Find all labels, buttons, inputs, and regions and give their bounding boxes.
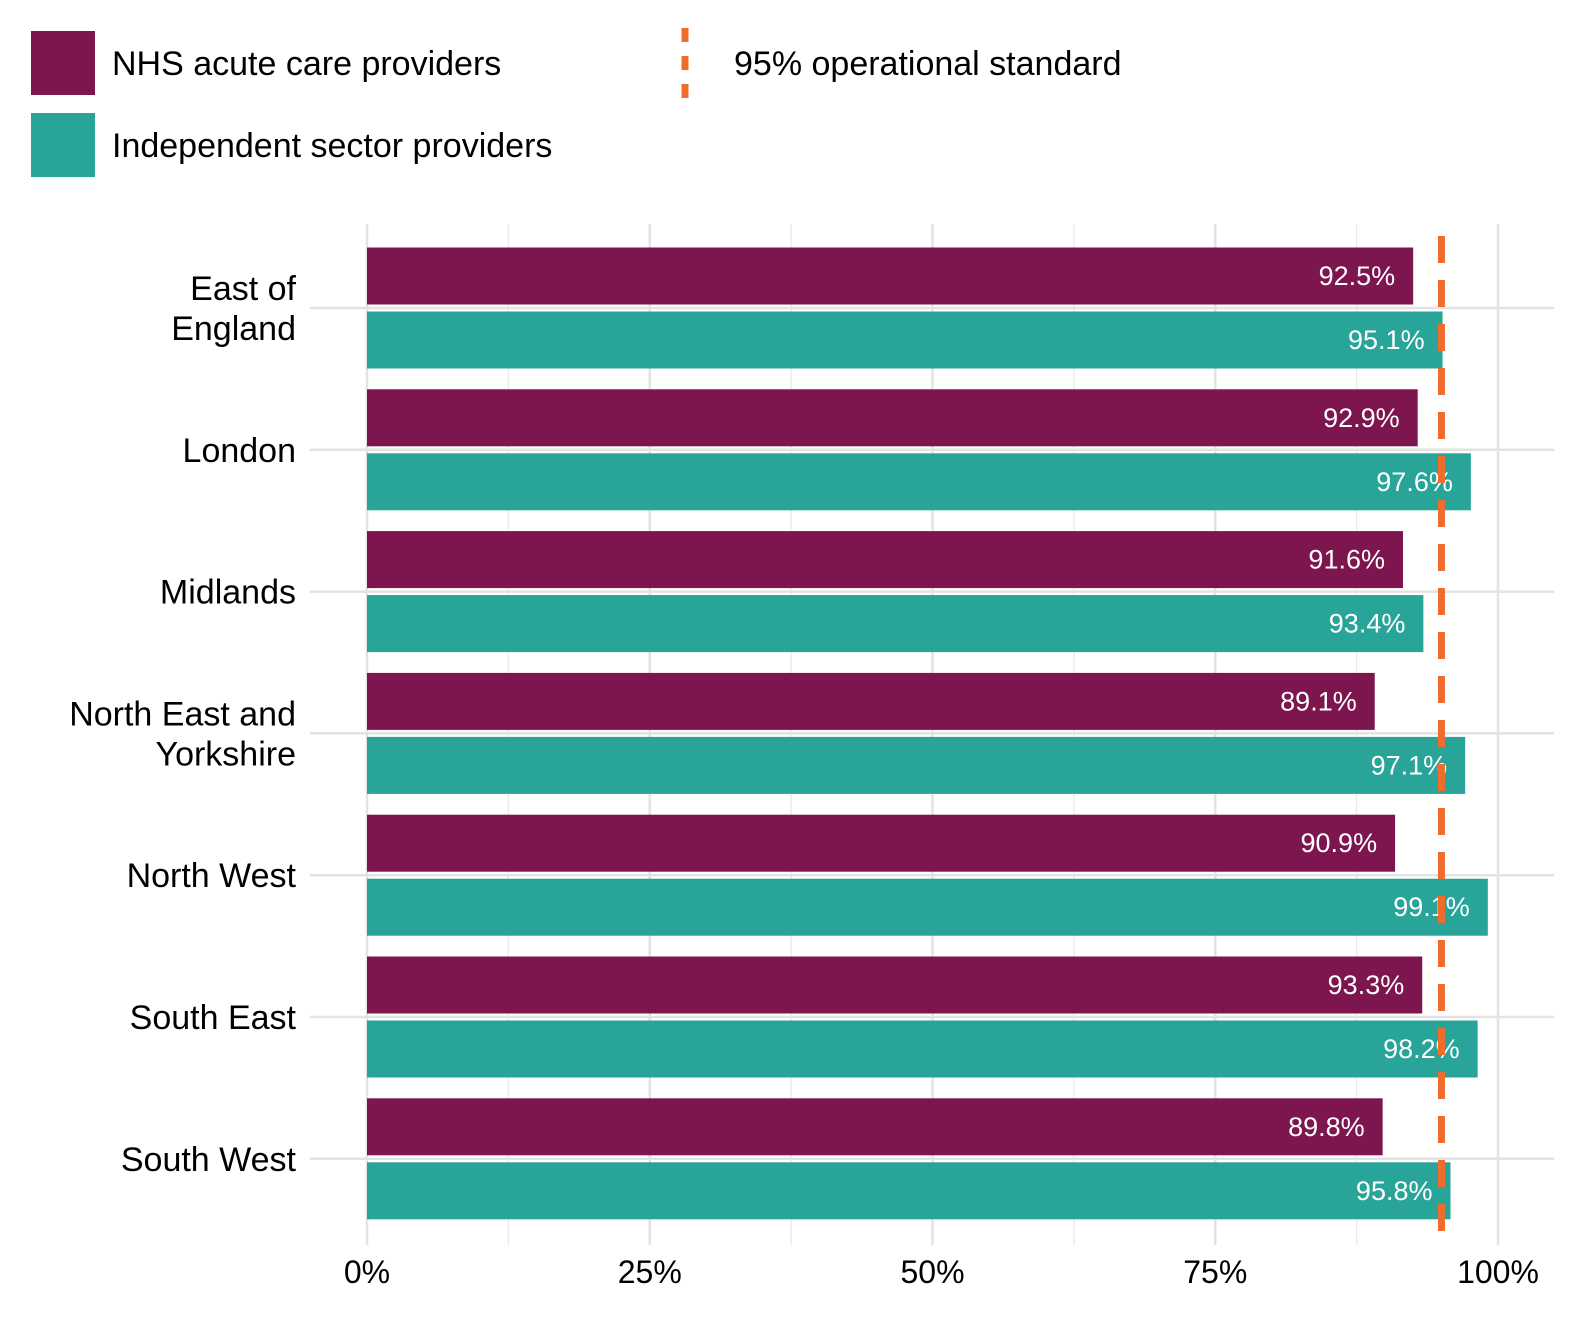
bar-nhs-0	[367, 247, 1414, 305]
legend-label-independent: Independent sector providers	[112, 127, 552, 165]
bar-independent-0	[367, 311, 1443, 369]
y-label-1: London	[183, 432, 296, 470]
x-tick-label-0: 0%	[344, 1254, 390, 1290]
y-label-2: Midlands	[160, 574, 296, 612]
grid	[310, 224, 1554, 1245]
x-axis-labels: 0% 25% 50% 75% 100%	[344, 1254, 1539, 1290]
bar-label-nhs-0: 92.5%	[1319, 261, 1396, 291]
x-tick-label-3: 75%	[1183, 1254, 1247, 1290]
bar-label-independent-3: 97.1%	[1371, 750, 1448, 780]
bar-label-nhs-1: 92.9%	[1323, 403, 1400, 433]
bar-independent-1	[367, 453, 1471, 511]
bar-independent-4	[367, 878, 1488, 936]
bar-nhs-2	[367, 531, 1403, 589]
bar-label-nhs-3: 89.1%	[1280, 686, 1357, 716]
y-label-6: South West	[121, 1141, 297, 1179]
bar-label-nhs-4: 90.9%	[1301, 828, 1378, 858]
bar-independent-3	[367, 736, 1466, 794]
bar-label-nhs-6: 89.8%	[1288, 1112, 1365, 1142]
y-label-0: East of England	[171, 270, 296, 348]
legend-label-nhs: NHS acute care providers	[112, 45, 501, 83]
bar-nhs-1	[367, 389, 1418, 447]
bar-independent-6	[367, 1162, 1451, 1220]
bar-label-independent-2: 93.4%	[1329, 609, 1406, 639]
bar-nhs-5	[367, 956, 1423, 1014]
bar-label-independent-5: 98.2%	[1383, 1034, 1460, 1064]
legend-label-reference: 95% operational standard	[734, 45, 1122, 83]
bar-nhs-3	[367, 672, 1375, 730]
y-label-5: South East	[130, 999, 297, 1037]
x-tick-label-4: 100%	[1457, 1254, 1539, 1290]
legend: NHS acute care providers Independent sec…	[31, 28, 1122, 177]
bars	[367, 247, 1488, 1220]
bar-independent-5	[367, 1020, 1478, 1078]
bar-independent-2	[367, 595, 1424, 653]
legend-swatch-nhs	[31, 31, 95, 95]
bar-label-independent-0: 95.1%	[1348, 325, 1425, 355]
bar-label-independent-4: 99.1%	[1393, 892, 1470, 922]
legend-swatch-independent	[31, 113, 95, 177]
bar-nhs-6	[367, 1098, 1383, 1156]
y-label-3: North East and Yorkshire	[69, 695, 296, 773]
y-axis-labels: East of England London Midlands North East a…	[69, 270, 296, 1179]
bar-label-nhs-5: 93.3%	[1328, 970, 1405, 1000]
x-tick-label-2: 50%	[900, 1254, 964, 1290]
bar-label-independent-6: 95.8%	[1356, 1176, 1433, 1206]
x-tick-label-1: 25%	[618, 1254, 682, 1290]
bar-label-nhs-2: 91.6%	[1308, 545, 1385, 575]
bar-nhs-4	[367, 814, 1396, 872]
y-label-4: North West	[127, 857, 297, 895]
